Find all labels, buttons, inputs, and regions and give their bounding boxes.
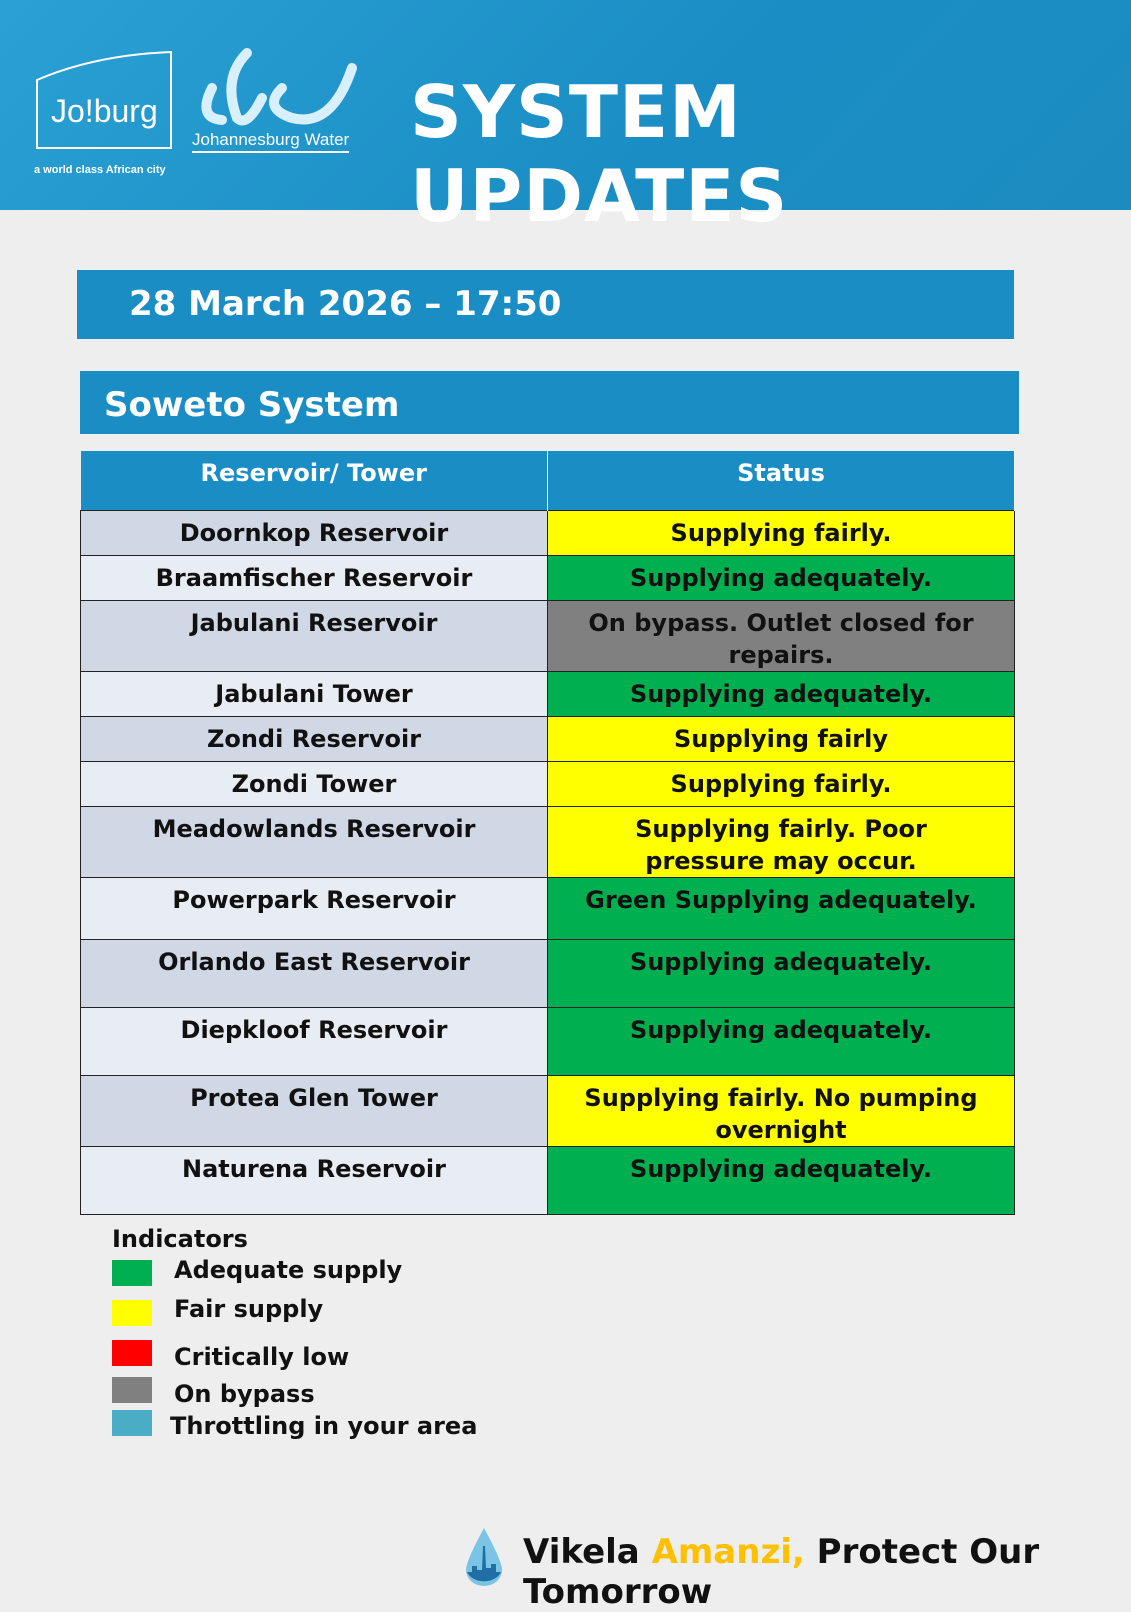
table-row: Powerpark Reservoir Green Supplying adequ… [80,876,1015,940]
table-row: Braamfischer Reservoir Supplying adequate… [80,554,1015,601]
reservoir-name: Zondi Tower [80,760,548,807]
status-cell: On bypass. Outlet closed for repairs. [547,599,1015,672]
footer-slogan: Vikela Amanzi, Protect Our Tomorrow [523,1532,1131,1612]
water-logo-text: Johannesburg Water [192,130,350,153]
system-title: Soweto System [80,371,1019,434]
status-cell: Supplying adequately. [547,1145,1015,1215]
table-row: Orlando East Reservoir Supplying adequate… [80,938,1015,1008]
page-title: SYSTEM UPDATES [410,70,789,238]
legend-title: Indicators [112,1225,248,1253]
legend-swatch [112,1340,152,1366]
legend-label: On bypass [174,1380,315,1408]
table-row: Zondi Reservoir Supplying fairly [80,715,1015,762]
status-cell: Supplying fairly. [547,509,1015,556]
status-cell: Supplying adequately. [547,670,1015,717]
svg-text:Jo!burg: Jo!burg [51,93,158,129]
table-row: Jabulani Reservoir On bypass. Outlet clos… [80,599,1015,672]
water-drop-icon [466,1528,502,1586]
tagline: a world class African city [34,164,166,176]
table-row: Protea Glen Tower Supplying fairly. No pu… [80,1074,1015,1147]
slogan-part1: Vikela [523,1532,652,1572]
johannesburg-water-logo [201,48,357,126]
status-cell: Supplying adequately. [547,938,1015,1008]
joburg-logo: Jo!burg [36,50,172,149]
legend-label: Critically low [174,1343,350,1371]
reservoir-name: Jabulani Tower [80,670,548,717]
table-row: Naturena Reservoir Supplying adequately. [80,1145,1015,1215]
reservoir-name: Protea Glen Tower [80,1074,548,1147]
table-row: Jabulani Tower Supplying adequately. [80,670,1015,717]
slogan-accent: Amanzi, [651,1532,805,1572]
reservoir-name: Orlando East Reservoir [80,938,548,1008]
legend-swatch [112,1377,152,1403]
reservoir-name: Naturena Reservoir [80,1145,548,1215]
legend-swatch [112,1300,152,1326]
status-cell: Supplying fairly [547,715,1015,762]
status-cell: Green Supplying adequately. [547,876,1015,940]
header-banner: Jo!burg a world class African city Johan… [0,0,1131,238]
reservoir-name: Jabulani Reservoir [80,599,548,672]
reservoir-name: Braamfischer Reservoir [80,554,548,601]
reservoir-name: Meadowlands Reservoir [80,805,548,878]
legend-swatch [112,1260,152,1286]
header-reservoir: Reservoir/ Tower [80,451,548,510]
table-row: Doornkop Reservoir Supplying fairly. [80,509,1015,556]
status-cell: Supplying fairly. [547,760,1015,807]
legend-label: Fair supply [174,1295,324,1323]
reservoir-name: Diepkloof Reservoir [80,1006,548,1076]
status-cell: Supplying adequately. [547,1006,1015,1076]
status-table: Reservoir/ Tower Status Doornkop Reservo… [80,451,1015,1215]
header-status: Status [547,451,1015,510]
status-cell: Supplying fairly. Poor pressure may occu… [547,805,1015,878]
legend-swatch [112,1410,152,1436]
reservoir-name: Doornkop Reservoir [80,509,548,556]
table-row: Diepkloof Reservoir Supplying adequately. [80,1006,1015,1076]
reservoir-name: Zondi Reservoir [80,715,548,762]
status-cell: Supplying fairly. No pumping overnight [547,1074,1015,1147]
table-row: Zondi Tower Supplying fairly. [80,760,1015,807]
table-row: Meadowlands Reservoir Supplying fairly. P… [80,805,1015,878]
legend-label: Adequate supply [174,1256,403,1284]
date-bar: 28 March 2026 – 17:50 [77,270,1014,339]
legend-label: Throttling in your area [170,1412,478,1440]
reservoir-name: Powerpark Reservoir [80,876,548,940]
status-cell: Supplying adequately. [547,554,1015,601]
slogan-part3: Protect Our Tomorrow [523,1532,1040,1612]
